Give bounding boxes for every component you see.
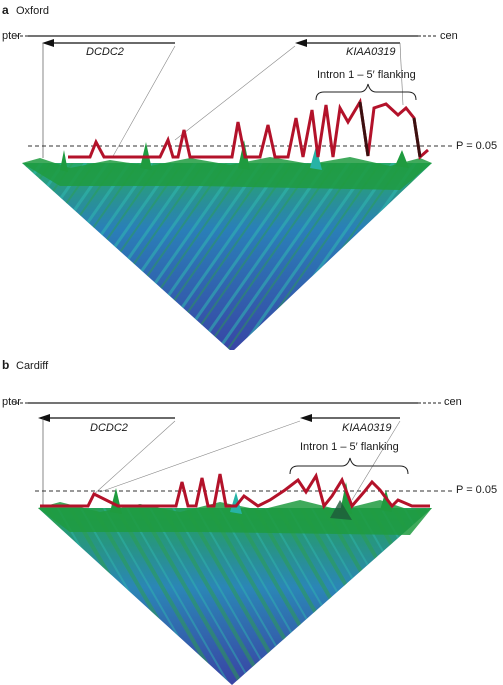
kiaa0319-label: KIAA0319 — [346, 46, 396, 58]
region-label: Intron 1 – 5′ flanking — [300, 441, 399, 453]
panel-letter: a — [2, 3, 9, 17]
dcdc2-label: DCDC2 — [86, 46, 124, 58]
panel-a: a Oxford pter cen DCDC2 KIAA0319 Intron … — [2, 3, 498, 350]
ld-heatmap — [22, 140, 432, 350]
pter-label: pter — [2, 30, 21, 42]
panel-letter: b — [2, 358, 10, 372]
dcdc2-arrow — [42, 39, 175, 158]
region-bracket — [289, 457, 409, 475]
association-trace — [68, 97, 429, 160]
cen-label: cen — [444, 396, 462, 408]
threshold-label: P = 0.05 — [456, 140, 498, 152]
panel-title: Cardiff — [16, 360, 49, 372]
kiaa0319-arrow — [300, 414, 400, 422]
cen-label: cen — [440, 30, 458, 42]
region-bracket — [315, 83, 417, 101]
panel-title: Oxford — [16, 5, 50, 17]
connector-lines — [111, 45, 296, 159]
dcdc2-label: DCDC2 — [90, 422, 128, 434]
pter-label: pter — [2, 396, 21, 408]
kiaa0319-arrow — [295, 39, 404, 106]
association-trace — [40, 472, 430, 510]
connector-lines — [91, 420, 401, 501]
threshold-label: P = 0.05 — [456, 484, 498, 496]
panel-b: b Cardiff pter cen DCDC2 KIAA0319 Intron… — [0, 350, 503, 685]
region-label: Intron 1 – 5′ flanking — [317, 69, 416, 81]
kiaa0319-label: KIAA0319 — [342, 422, 392, 434]
ld-heatmap — [38, 482, 432, 685]
panel-b-figure — [15, 402, 452, 685]
panel-a-figure — [15, 35, 452, 350]
